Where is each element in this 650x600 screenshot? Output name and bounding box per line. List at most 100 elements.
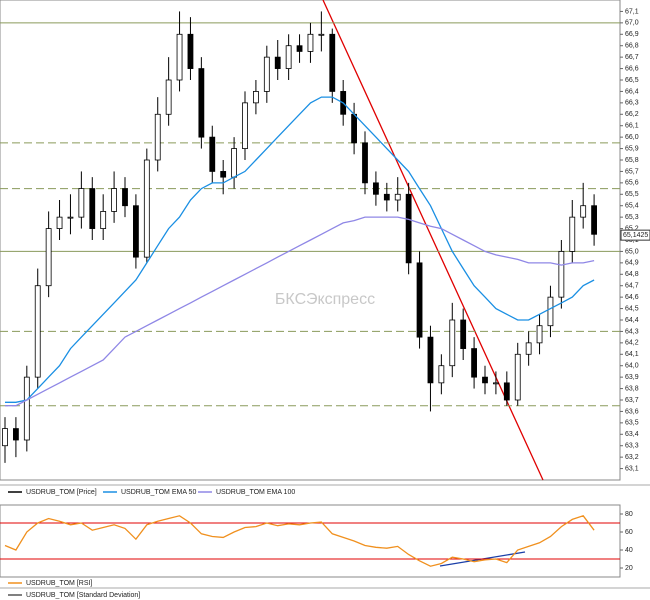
candle-body [394,193,401,201]
y-tick-label: 65,7 [625,168,639,175]
series-line [5,216,595,407]
candle-body [373,182,379,195]
candle-body [493,382,499,385]
candle-body [383,193,390,201]
y-tick-label: 60 [625,529,633,536]
y-tick-label: 63,4 [625,431,639,438]
candle-body [569,216,576,252]
candle-body [253,91,259,104]
y-tick-label: 64,6 [625,294,639,301]
candle-body [78,188,85,218]
y-tick-label: 66,3 [625,100,639,107]
candle-body [318,33,325,36]
candle-body [34,285,41,378]
candle-body [405,193,412,264]
y-tick-label: 63,5 [625,420,639,427]
candle-body [143,159,150,258]
y-tick-label: 20 [625,565,633,572]
candle-body [351,113,357,144]
y-tick-label: 66,4 [625,88,639,95]
y-tick-label: 64,9 [625,260,639,267]
watermark: БКСЭкспресс [275,291,375,308]
candle-body [209,136,216,172]
y-tick-label: 65,6 [625,180,639,187]
candle-body [536,325,543,344]
candle-body [580,205,587,218]
y-tick-label: 65,8 [625,157,639,164]
candle-body [514,353,521,401]
y-tick-label: 63,2 [625,454,639,461]
y-tick-label: 63,7 [625,397,639,404]
candle-body [482,376,488,384]
y-tick-label: 64,0 [625,363,639,370]
candle-body [449,319,456,367]
y-tick-label: 63,6 [625,408,639,415]
candle-body [111,188,117,212]
candle-body [198,68,205,138]
y-tick-label: 65,2 [625,225,639,232]
candle-body [100,211,107,229]
candle-body [427,336,434,384]
candle-body [362,142,368,184]
rsi-panel [0,504,621,578]
candle-body [307,33,314,52]
candle-body [242,102,248,149]
candle-body [133,205,139,258]
candle-body [56,216,63,229]
y-tick-label: 64,1 [625,351,639,358]
y-tick-label: 63,8 [625,385,639,392]
candle-body [438,365,445,384]
y-tick-label: 66,1 [625,123,639,130]
candle-body [460,319,467,349]
y-tick-label: 67,1 [625,8,639,15]
candle-body [263,56,270,92]
candle-body [591,205,597,235]
candle-body [67,216,74,219]
y-tick-label: 67,0 [625,20,639,27]
y-tick-label: 64,2 [625,340,639,347]
candle-body [296,45,303,52]
y-tick-label: 66,9 [625,31,639,38]
candle-body [285,45,292,69]
y-tick-label: 66,0 [625,134,639,141]
y-tick-label: 63,3 [625,443,639,450]
candle-body [165,79,172,115]
y-tick-label: 64,3 [625,328,639,335]
last-price-label: 65,1425 [623,232,648,239]
candle-body [471,348,477,378]
candle-body [176,33,183,81]
y-tick-label: 80 [625,511,633,518]
y-tick-label: 63,1 [625,465,639,472]
candle-body [187,33,194,69]
candle-body [2,428,8,447]
y-tick-label: 40 [625,547,633,554]
y-tick-label: 63,9 [625,374,639,381]
y-tick-label: 66,5 [625,77,639,84]
candle-body [503,382,510,401]
legend-label: USDRUB_TOM [Standard Deviation] [26,592,140,599]
y-tick-label: 65,3 [625,214,639,221]
last-price-box [620,229,650,241]
candle-body [23,376,30,441]
y-tick-label: 65,9 [625,145,639,152]
candle-body [547,296,554,327]
candle-body [329,33,336,92]
candle-body [220,171,227,178]
candle-body [122,188,128,207]
y-tick-label: 66,7 [625,54,639,61]
y-tick-label: 65,4 [625,203,639,210]
legend-label: USDRUB_TOM [RSI] [26,580,92,587]
candle-body [89,188,96,229]
legend-label: USDRUB_TOM [Price] [26,489,97,496]
y-tick-label: 66,6 [625,65,639,72]
candle-body [231,148,237,178]
candle-body [45,228,52,287]
candle-body [13,428,19,441]
legend-label: USDRUB_TOM EMA 50 [121,489,196,496]
y-tick-label: 66,2 [625,111,639,118]
y-tick-label: 66,8 [625,43,639,50]
candle-body [416,262,423,338]
y-tick-label: 65,5 [625,191,639,198]
y-tick-label: 65,0 [625,248,639,255]
